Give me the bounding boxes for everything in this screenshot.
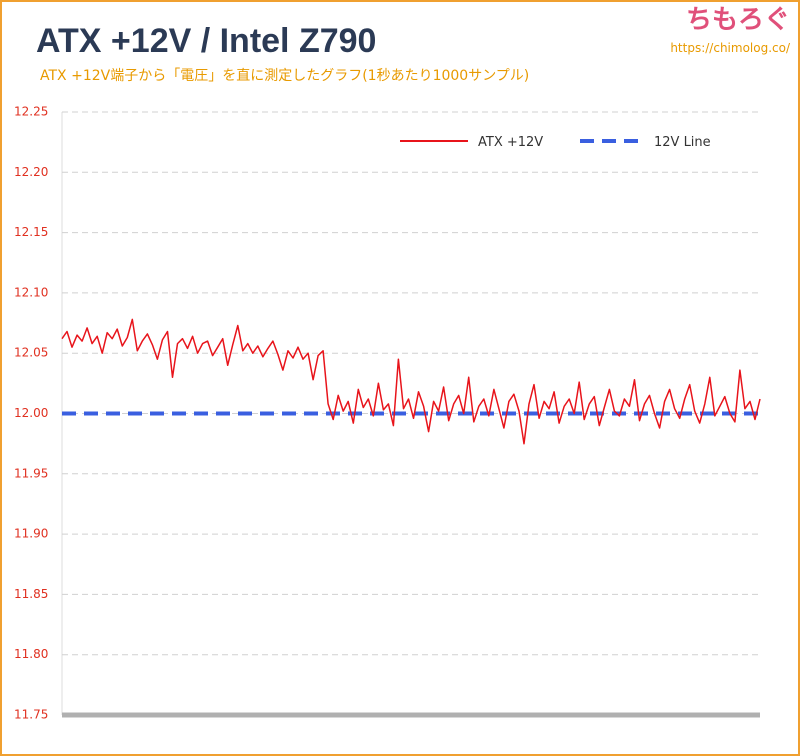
brand-url: https://chimolog.co/ <box>670 41 791 55</box>
data-line <box>61 318 761 445</box>
y-tick-label: 12.15 <box>14 225 48 239</box>
y-tick-label: 11.75 <box>14 708 48 722</box>
brand: ちもろぐ <box>686 5 790 35</box>
y-tick-label: 12.05 <box>14 346 48 360</box>
y-tick-label: 12.10 <box>14 285 48 299</box>
legend-label: ATX +12V <box>478 135 543 150</box>
y-tick-label: 11.90 <box>14 527 48 541</box>
y-tick-label: 12.25 <box>14 105 48 119</box>
chart-title: ATX +12V / Intel Z790 <box>36 22 376 60</box>
y-tick-label: 11.95 <box>14 466 48 480</box>
y-tick-label: 12.00 <box>14 406 48 420</box>
y-tick-label: 11.85 <box>14 587 48 601</box>
legend-label: 12V Line <box>654 135 711 150</box>
y-tick-label: 12.20 <box>14 165 48 179</box>
chart-subtitle: ATX +12V端子から「電圧」を直に測定したグラフ(1秒あたり1000サンプル… <box>40 67 529 84</box>
y-tick-label: 11.80 <box>14 647 48 661</box>
